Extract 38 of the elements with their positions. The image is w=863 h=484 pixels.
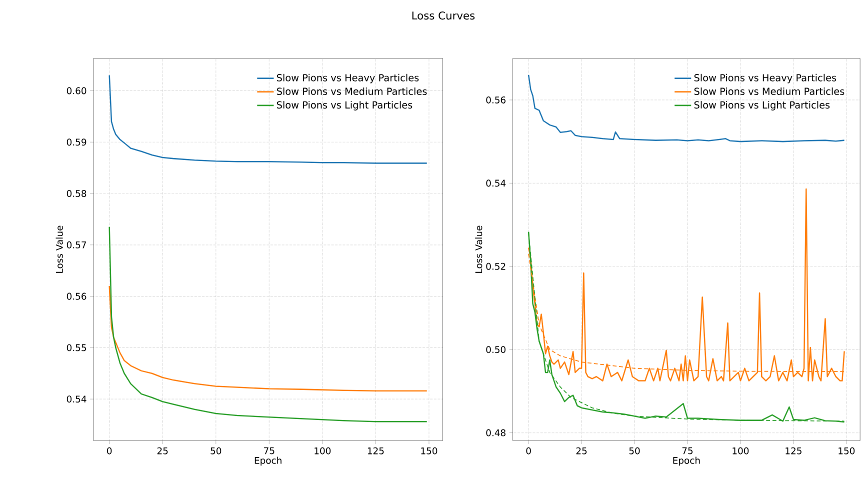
x-tick-label: 25: [157, 448, 168, 455]
legend-label: Slow Pions vs Medium Particles: [276, 88, 427, 96]
x-tick-label: 50: [629, 448, 640, 455]
y-axis-title: Loss Value: [56, 226, 63, 274]
legend-label: Slow Pions vs Medium Particles: [694, 88, 844, 96]
x-tick-label: 100: [732, 448, 749, 455]
y-tick-label: 0.58: [66, 190, 86, 198]
x-tick-label: 75: [264, 448, 274, 454]
y-tick-label: 0.52: [486, 263, 506, 270]
x-tick-label: 25: [576, 448, 587, 455]
x-axis-title: Epoch: [673, 457, 700, 466]
y-tick-label: 0.59: [66, 138, 86, 146]
line-series: [528, 74, 845, 142]
x-tick-label: 150: [421, 448, 438, 455]
x-tick-label: 125: [786, 448, 802, 455]
chart-title: Loss Curves: [412, 12, 475, 20]
legend-label: Slow Pions vs Heavy Particles: [276, 74, 419, 84]
y-tick-label: 0.57: [66, 242, 86, 249]
x-tick-label: 75: [682, 448, 693, 454]
legend-label: Slow Pions vs Light Particles: [694, 101, 830, 111]
y-tick-label: 0.54: [66, 396, 86, 403]
y-axis-title: Loss Value: [475, 226, 482, 274]
x-axis-title: Epoch: [254, 457, 282, 466]
y-tick-label: 0.50: [486, 346, 506, 354]
legend-label: Slow Pions vs Heavy Particles: [694, 74, 836, 84]
y-tick-label: 0.56: [66, 293, 86, 300]
x-tick-label: 0: [107, 448, 112, 455]
x-tick-label: 50: [210, 448, 222, 455]
x-tick-label: 150: [838, 448, 855, 455]
x-tick-label: 125: [368, 448, 384, 455]
y-tick-label: 0.56: [486, 96, 506, 104]
legend-label: Slow Pions vs Light Particles: [276, 101, 412, 111]
y-tick-label: 0.55: [66, 344, 86, 352]
y-tick-label: 0.60: [66, 87, 86, 94]
x-tick-label: 100: [314, 448, 331, 455]
x-tick-label: 0: [526, 448, 531, 455]
y-tick-label: 0.48: [486, 430, 506, 437]
y-tick-label: 0.54: [486, 180, 506, 187]
